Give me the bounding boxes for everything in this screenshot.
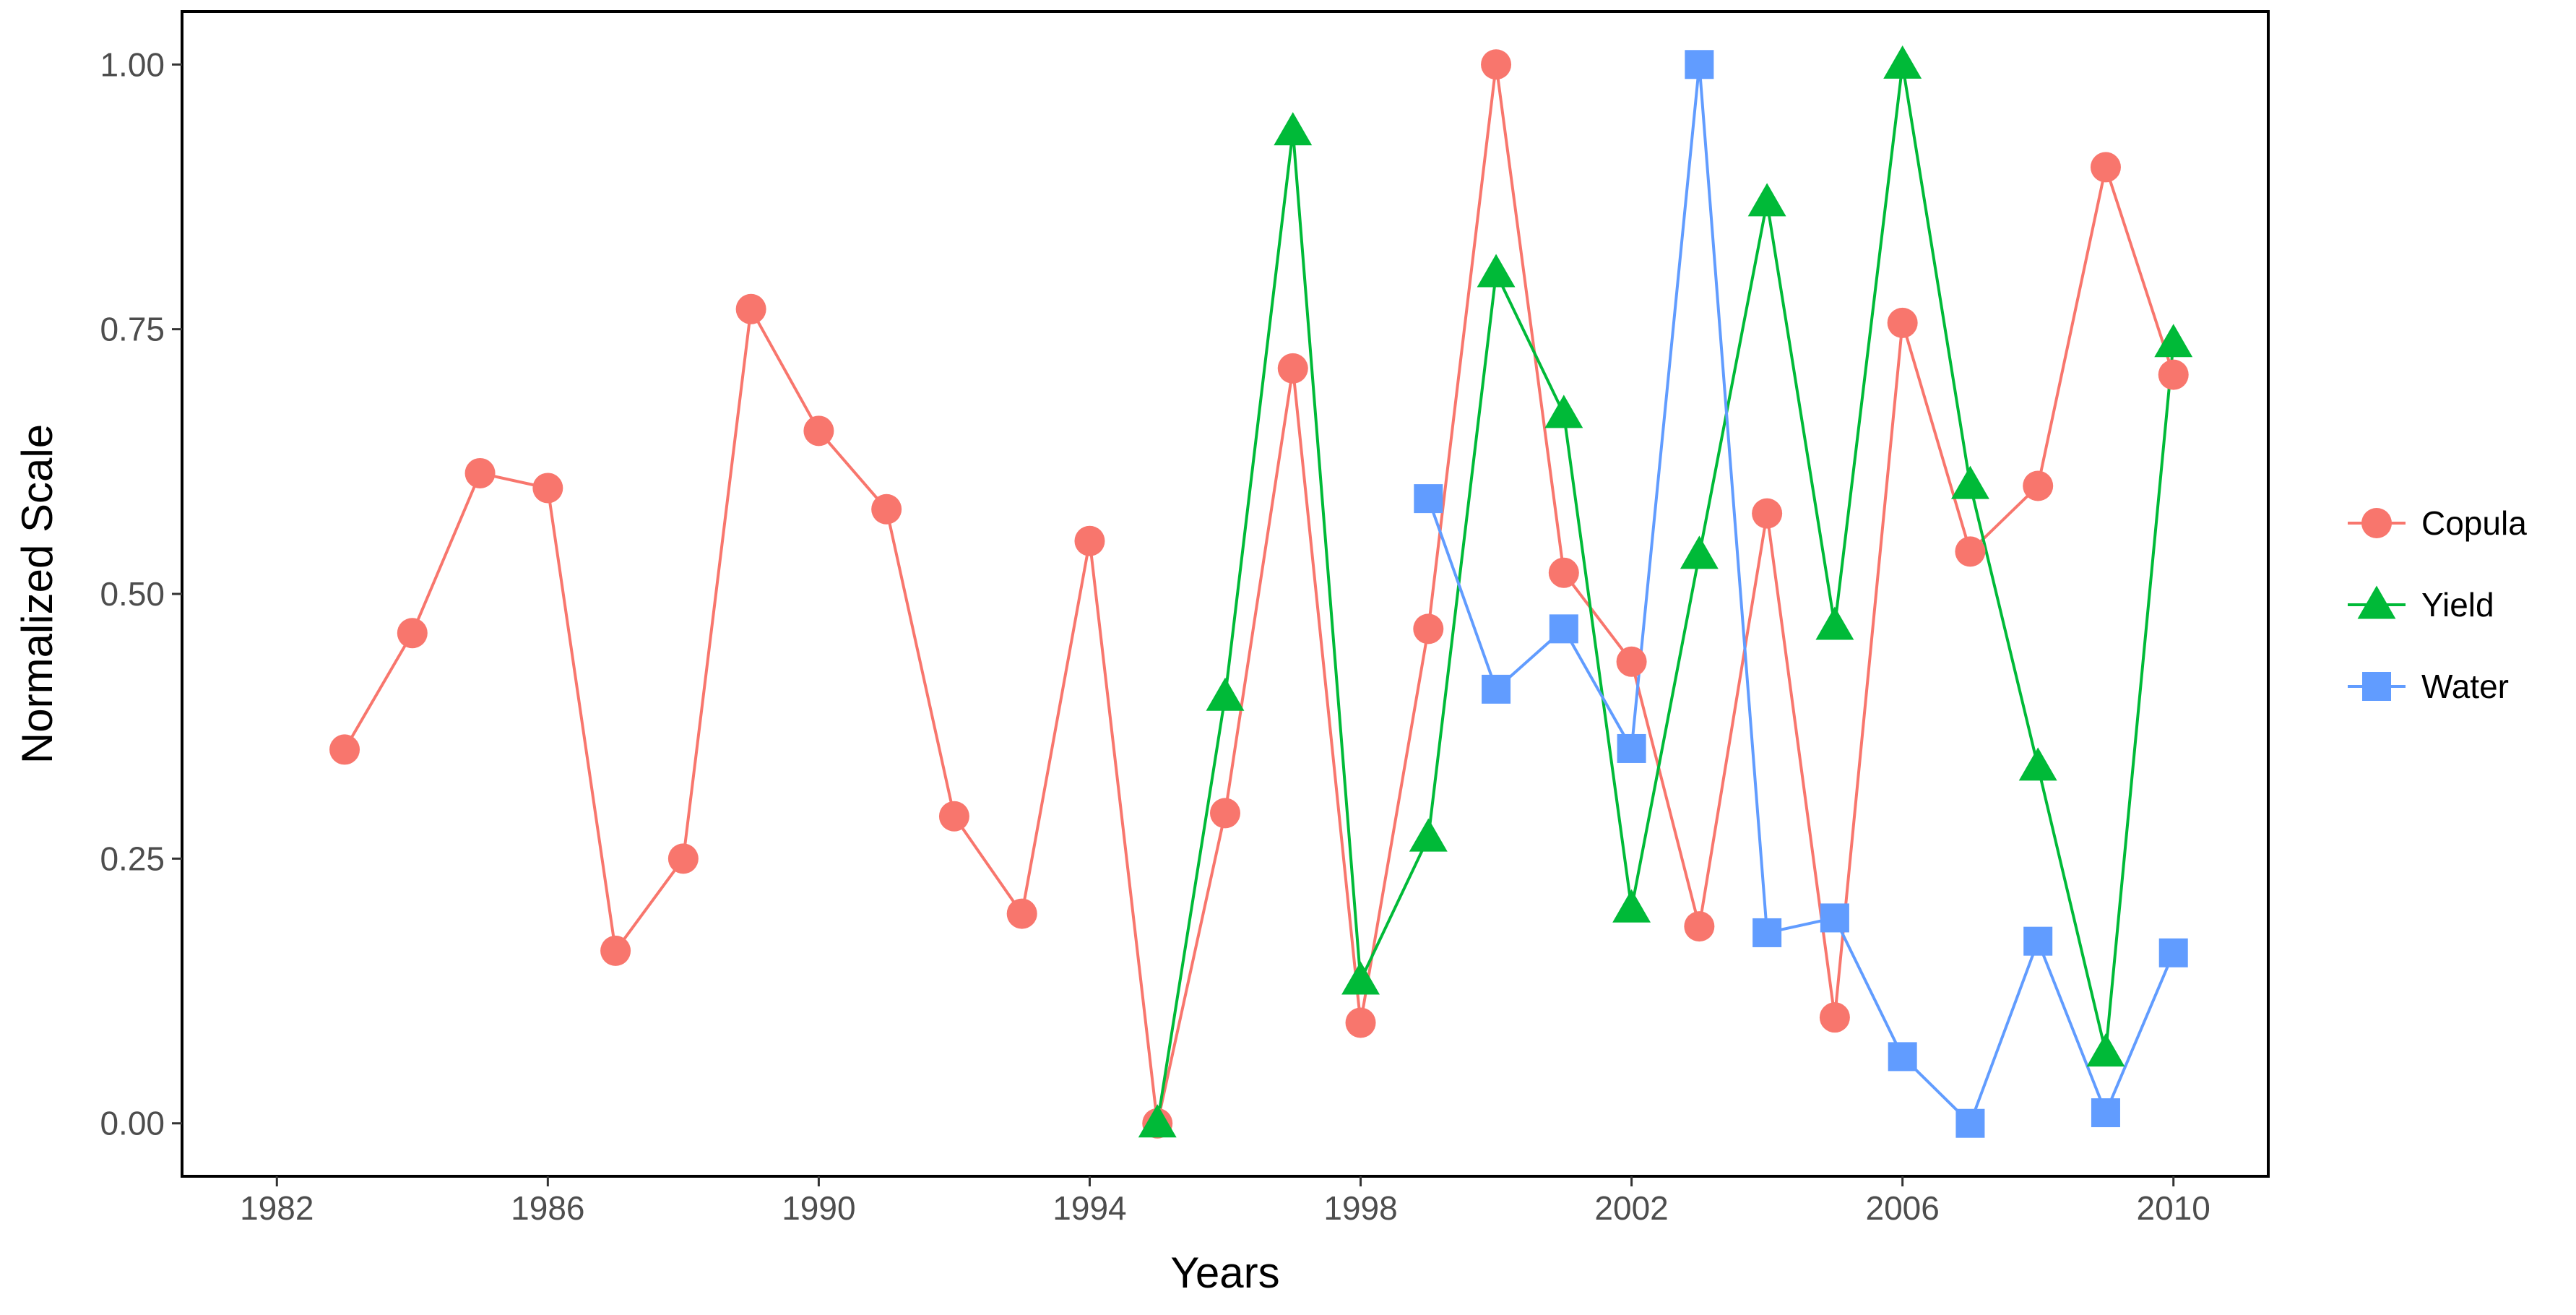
data-point-water-2008 (2023, 926, 2053, 956)
data-point-copula-1983 (329, 734, 360, 765)
data-point-copula-2003 (1684, 911, 1715, 942)
data-point-copula-2000 (1481, 49, 1512, 80)
x-tick-label: 1998 (1323, 1189, 1397, 1227)
series-markers-water (1414, 50, 2188, 1138)
data-point-copula-1992 (938, 801, 969, 832)
y-tick-label: 0.75 (100, 311, 165, 348)
data-point-copula-1994 (1074, 525, 1105, 556)
x-tick-label: 1986 (511, 1189, 584, 1227)
data-point-copula-2001 (1548, 557, 1579, 588)
data-point-copula-1989 (735, 293, 766, 324)
data-point-yield-2002 (1612, 889, 1651, 923)
data-point-copula-2007 (1955, 536, 1986, 567)
data-point-copula-2005 (1819, 1002, 1850, 1033)
y-tick-label: 0.00 (100, 1105, 165, 1142)
data-point-water-2007 (1955, 1108, 1985, 1138)
x-tick-label: 1994 (1053, 1189, 1126, 1227)
data-point-copula-1998 (1345, 1007, 1376, 1038)
data-point-water-1999 (1414, 484, 1443, 514)
x-tick-label: 1982 (240, 1189, 314, 1227)
x-axis-title: Years (1170, 1249, 1279, 1297)
data-point-copula-1996 (1210, 798, 1240, 829)
data-point-water-2009 (2091, 1098, 2120, 1128)
series-markers-copula (329, 49, 2189, 1139)
data-point-copula-2006 (1887, 307, 1918, 338)
series-water (1427, 63, 2175, 1125)
data-point-water-2002 (1617, 733, 1646, 763)
legend: Copula Yield Water (2348, 504, 2527, 705)
data-point-yield-2001 (1544, 394, 1583, 428)
data-point-copula-2008 (2023, 470, 2054, 501)
series-markers-yield (1138, 45, 2193, 1138)
data-point-copula-1993 (1006, 898, 1037, 929)
data-point-copula-1999 (1413, 613, 1444, 644)
data-point-copula-1984 (397, 618, 428, 649)
series-yield (1156, 63, 2175, 1124)
data-point-copula-1990 (803, 415, 834, 447)
legend-key-marker-yield (2357, 585, 2396, 619)
data-point-yield-2005 (1815, 606, 1854, 640)
series-line-water (1427, 63, 2175, 1125)
legend-label-water: Water (2421, 668, 2509, 705)
data-point-water-2000 (1482, 674, 1511, 704)
data-point-yield-1997 (1274, 112, 1313, 146)
plot-area (329, 45, 2193, 1139)
series-line-copula (343, 63, 2175, 1125)
data-point-water-2005 (1820, 903, 1849, 933)
legend-key-marker-copula (2361, 508, 2392, 538)
data-point-copula-1987 (600, 935, 631, 966)
y-tick-label: 1.00 (100, 46, 165, 83)
data-point-water-2001 (1549, 614, 1578, 644)
data-point-copula-2002 (1616, 646, 1647, 677)
data-point-yield-1999 (1409, 818, 1448, 852)
data-point-copula-2004 (1752, 498, 1783, 529)
data-point-water-2006 (1888, 1042, 1917, 1072)
x-tick-label: 1990 (782, 1189, 855, 1227)
series-copula (343, 63, 2175, 1125)
data-point-yield-1998 (1341, 961, 1380, 995)
data-point-copula-1991 (871, 493, 902, 525)
data-point-copula-1985 (464, 457, 496, 488)
legend-label-copula: Copula (2421, 504, 2527, 542)
x-tick-label: 2002 (1594, 1189, 1668, 1227)
data-point-copula-1997 (1277, 353, 1308, 384)
data-point-yield-2004 (1747, 183, 1786, 217)
data-point-yield-2007 (1950, 465, 1989, 499)
axes: 1982 1986 1990 1994 1998 2002 2006 2010 0.00 0.25… (13, 10, 2270, 1297)
data-point-yield-2008 (2018, 747, 2057, 781)
data-point-yield-2006 (1883, 45, 1922, 79)
data-point-copula-1986 (532, 473, 563, 504)
y-tick-label: 0.50 (100, 575, 165, 613)
data-point-copula-1988 (667, 843, 699, 874)
data-point-water-2003 (1685, 50, 1714, 79)
legend-item-water: Water (2348, 668, 2509, 705)
series-line-yield (1156, 63, 2175, 1124)
y-axis-title: Normalized Scale (13, 424, 61, 764)
legend-label-yield: Yield (2421, 586, 2494, 624)
legend-item-yield: Yield (2348, 585, 2494, 624)
data-point-yield-2010 (2154, 324, 2193, 358)
data-point-yield-2009 (2086, 1033, 2125, 1067)
data-point-water-2010 (2158, 938, 2188, 967)
plot-border (181, 10, 2270, 1178)
data-point-copula-2009 (2090, 152, 2121, 183)
y-tick-label: 0.25 (100, 840, 165, 877)
legend-item-copula: Copula (2348, 504, 2527, 542)
legend-key-marker-water (2362, 672, 2391, 701)
data-point-yield-1995 (1138, 1104, 1177, 1138)
data-point-yield-2000 (1477, 254, 1516, 288)
data-point-copula-2010 (2158, 359, 2189, 390)
x-tick-label: 2006 (1865, 1189, 1939, 1227)
data-point-water-2004 (1752, 918, 1782, 947)
data-point-yield-1996 (1206, 677, 1245, 711)
data-point-yield-2003 (1680, 535, 1719, 569)
x-tick-label: 2010 (2137, 1189, 2210, 1227)
